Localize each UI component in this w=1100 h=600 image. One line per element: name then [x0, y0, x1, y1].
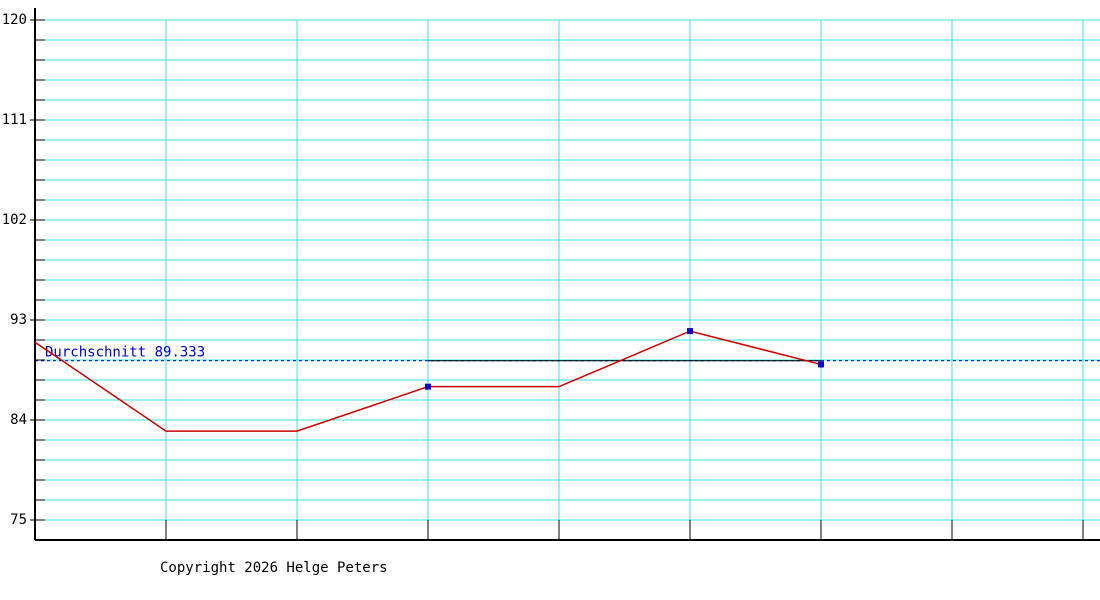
y-tick-label: 84 — [10, 412, 27, 428]
y-tick-label: 102 — [2, 212, 27, 228]
y-tick-label: 93 — [10, 312, 27, 328]
y-tick-label: 75 — [10, 512, 27, 528]
average-label: Durchschnitt 89.333 — [45, 345, 205, 361]
point-marker — [425, 383, 431, 390]
y-tick-label: 111 — [2, 112, 27, 128]
footer: Copyright 2026 Helge Peters — [160, 560, 388, 576]
y-tick-label: 120 — [2, 12, 27, 28]
point-marker — [687, 328, 693, 335]
point-marker — [818, 361, 824, 368]
